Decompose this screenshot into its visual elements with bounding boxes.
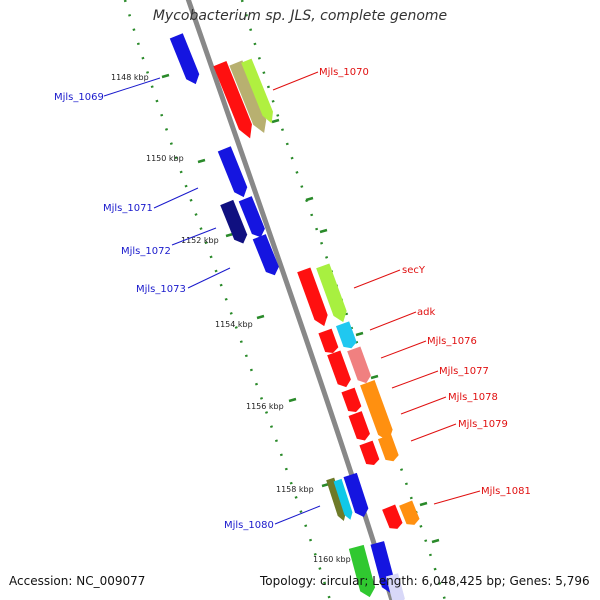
right-features [213,58,421,600]
gene-label-mjls-1071[interactable]: Mjls_1071 [103,203,153,214]
scale-label-1160: 1160 kbp [313,555,351,564]
left-features [169,33,398,600]
genome-backbone [185,0,395,600]
feature-red-1078[interactable] [348,411,372,443]
feature-red-1077[interactable] [341,387,363,415]
gene-label-mjls-1076[interactable]: Mjls_1076 [427,336,477,347]
accession-text: Accession: NC_009077 [9,574,146,588]
feature-salmon-1076[interactable] [347,346,373,386]
feature-red-1079[interactable] [359,440,381,468]
scale-label-1152: 1152 kbp [181,236,219,245]
gene-label-mjls-1069[interactable]: Mjls_1069 [54,92,104,103]
genome-summary-text: Topology: circular; Length: 6,048,425 bp… [260,574,590,588]
major-ticks [161,63,440,544]
feature-red-adk[interactable] [318,328,340,356]
left-leaders [103,77,321,525]
gene-label-mjls-1077[interactable]: Mjls_1077 [439,366,489,377]
scale-label-1158: 1158 kbp [276,485,314,494]
feature-cyan-adk[interactable] [335,321,359,351]
gene-label-secy[interactable]: secY [402,265,426,276]
scale-label-1154: 1154 kbp [215,320,253,329]
feature-red-1076[interactable] [327,350,353,390]
genome-title: Mycobacterium sp. JLS, complete genome [152,8,448,24]
gene-label-mjls-1072[interactable]: Mjls_1072 [121,246,171,257]
gene-label-mjls-1080[interactable]: Mjls_1080 [224,520,274,531]
feature-orange-1079[interactable] [377,434,401,464]
gene-label-mjls-1079[interactable]: Mjls_1079 [458,419,508,430]
scale-label-1150: 1150 kbp [146,154,184,163]
gene-label-mjls-1081[interactable]: Mjls_1081 [481,486,531,497]
scale-label-1148: 1148 kbp [111,73,149,82]
gene-label-adk[interactable]: adk [417,307,435,318]
gene-label-mjls-1078[interactable]: Mjls_1078 [448,392,498,403]
gene-label-mjls-1073[interactable]: Mjls_1073 [136,284,186,295]
gene-label-mjls-1070[interactable]: Mjls_1070 [319,67,369,78]
feature-blue-1071[interactable] [217,146,251,200]
right-leaders [272,71,481,505]
scale-label-1156: 1156 kbp [246,402,284,411]
feature-orange-1081[interactable] [399,500,421,528]
feature-blue-1069[interactable] [169,33,203,87]
